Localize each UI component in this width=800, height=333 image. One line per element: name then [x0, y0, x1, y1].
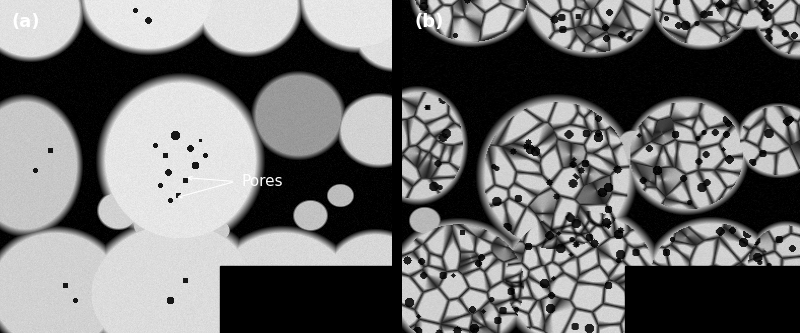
Text: 40 μm: 40 μm — [684, 269, 753, 288]
Bar — [625, 266, 800, 333]
Bar — [219, 266, 392, 333]
Text: (b): (b) — [414, 13, 444, 31]
Text: (a): (a) — [12, 13, 40, 31]
Text: 40 μm: 40 μm — [278, 269, 346, 288]
Text: Pores: Pores — [241, 174, 282, 189]
